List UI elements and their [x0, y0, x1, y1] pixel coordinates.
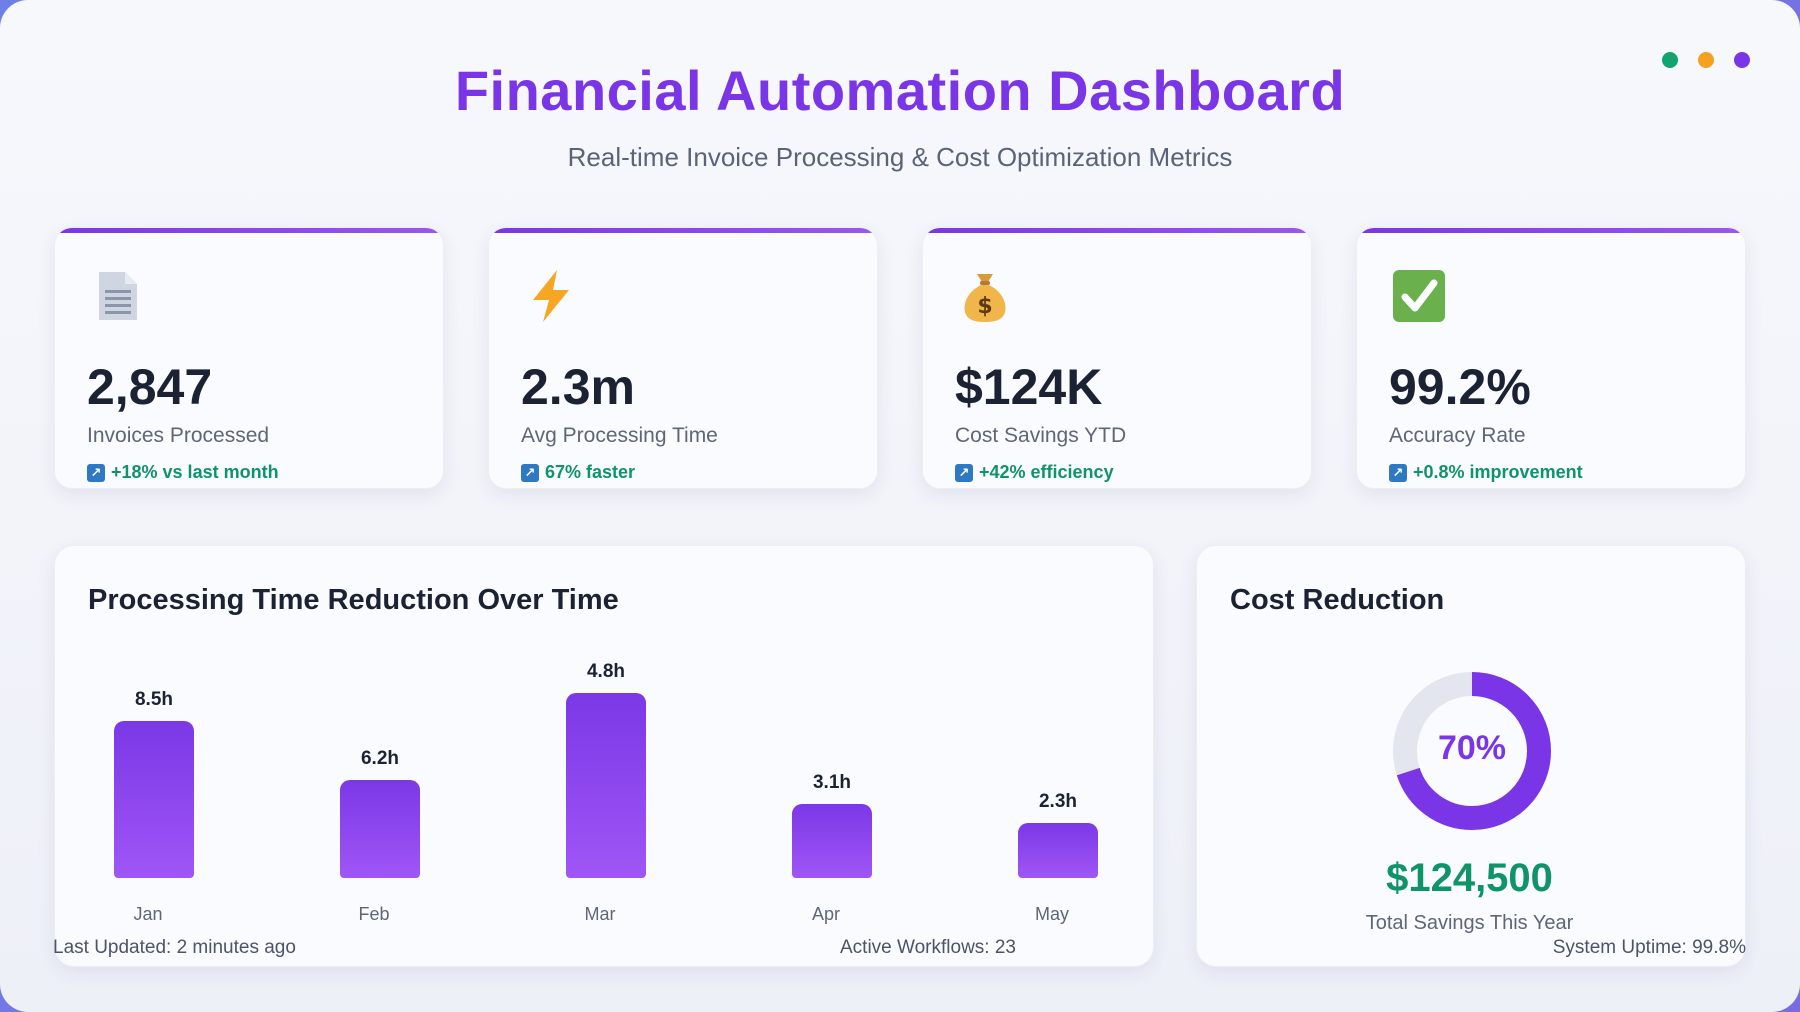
donut-percent-label: 70%: [1437, 729, 1507, 767]
metric-card-processing-time[interactable]: 2.3m Avg Processing Time ↗ 67% faster: [488, 227, 878, 489]
bar-may[interactable]: [1018, 822, 1098, 878]
card-label: Invoices Processed: [87, 424, 270, 447]
card-value: 2.3m: [521, 359, 635, 415]
bar-category-label: May: [1034, 904, 1069, 924]
donut-title: Cost Reduction: [1230, 584, 1445, 616]
card-accent-bar: [923, 228, 1311, 233]
money-bag-icon: $: [957, 268, 1013, 324]
metric-cards: 2,847 Invoices Processed ↗ +18% vs last …: [54, 227, 1746, 489]
trend-arrow-icon: ↗: [1389, 463, 1407, 482]
bar-category-label: Apr: [811, 904, 840, 924]
control-dot-orange[interactable]: [1698, 52, 1714, 68]
card-value: 2,847: [87, 359, 213, 415]
bar-category-label: Feb: [358, 904, 390, 924]
card-value: $124K: [955, 359, 1103, 415]
cost-reduction-donut: [1393, 672, 1551, 830]
card-trend: ↗ +42% efficiency: [955, 462, 1114, 483]
donut-reduction-slice[interactable]: [1393, 672, 1551, 830]
card-trend: ↗ +18% vs last month: [87, 462, 279, 483]
bar-value-label: 4.8h: [586, 661, 626, 682]
lightning-icon: [523, 268, 579, 324]
metric-card-invoices[interactable]: 2,847 Invoices Processed ↗ +18% vs last …: [54, 227, 444, 489]
bar-chart: 8.5h Jan 6.2h Feb 4.8h Mar 3.1h Apr 2.3h May: [55, 546, 1155, 968]
active-workflows-text: Active Workflows: 23: [840, 937, 1016, 958]
trend-text: 67% faster: [545, 462, 636, 482]
bar-value-label: 2.3h: [1038, 790, 1078, 812]
check-mark-icon: [1391, 268, 1447, 324]
page-title: Financial Automation Dashboard: [454, 59, 1346, 122]
document-icon: [89, 268, 145, 324]
metric-card-accuracy[interactable]: 99.2% Accuracy Rate ↗ +0.8% improvement: [1356, 227, 1746, 489]
trend-arrow-icon: ↗: [521, 463, 539, 482]
card-trend: ↗ +0.8% improvement: [1389, 462, 1583, 483]
bar-mar[interactable]: [566, 693, 646, 878]
trend-text: +18% vs last month: [111, 462, 279, 482]
control-dot-green[interactable]: [1662, 52, 1678, 68]
card-accent-bar: [489, 228, 877, 233]
card-label: Accuracy Rate: [1389, 424, 1526, 447]
system-uptime-text: System Uptime: 99.8%: [1552, 937, 1746, 958]
card-accent-bar: [1357, 228, 1745, 233]
card-trend: ↗ 67% faster: [521, 462, 635, 483]
trend-text: +42% efficiency: [979, 462, 1114, 482]
bar-feb[interactable]: [340, 779, 420, 878]
bar-apr[interactable]: [792, 804, 872, 878]
trend-text: +0.8% improvement: [1413, 462, 1583, 482]
card-label: Cost Savings YTD: [955, 424, 1127, 447]
page-subtitle: Real-time Invoice Processing & Cost Opti…: [567, 142, 1233, 172]
bar-value-label: 8.5h: [134, 688, 174, 710]
metric-card-cost-savings[interactable]: $ $124K Cost Savings YTD ↗ +42% efficien…: [922, 227, 1312, 489]
svg-text:$: $: [977, 294, 992, 319]
chart-title: Processing Time Reduction Over Time: [88, 584, 619, 616]
trend-arrow-icon: ↗: [87, 463, 105, 482]
bar-category-label: Jan: [133, 904, 163, 924]
bar-jan[interactable]: [114, 720, 194, 878]
total-savings-value: $124,500: [1386, 856, 1553, 900]
bar-value-label: 3.1h: [812, 772, 852, 793]
total-savings-label: Total Savings This Year: [1365, 912, 1574, 934]
processing-time-chart-panel: Processing Time Reduction Over Time 8.5h…: [54, 545, 1154, 967]
window-controls: [1662, 52, 1750, 68]
card-value: 99.2%: [1389, 359, 1531, 415]
trend-arrow-icon: ↗: [955, 463, 973, 482]
control-dot-purple[interactable]: [1734, 52, 1750, 68]
bar-category-label: Mar: [584, 904, 616, 924]
card-accent-bar: [55, 228, 443, 233]
bar-value-label: 6.2h: [360, 747, 400, 769]
card-label: Avg Processing Time: [521, 424, 718, 447]
cost-reduction-panel: Cost Reduction 70% $124,500 Total Saving…: [1196, 545, 1746, 967]
last-updated-text: Last Updated: 2 minutes ago: [53, 937, 296, 958]
